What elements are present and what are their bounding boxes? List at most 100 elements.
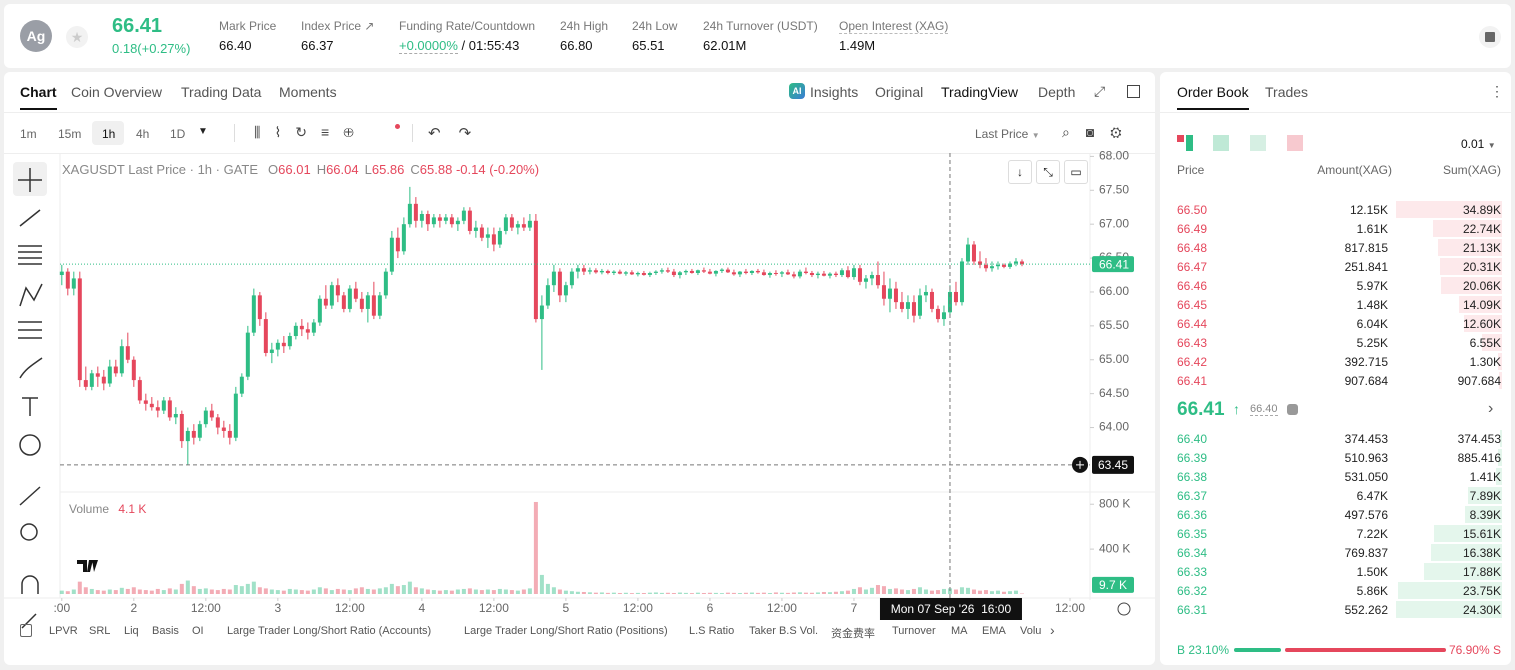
candle-body — [989, 266, 994, 269]
volume-bar — [617, 592, 622, 594]
price-type[interactable]: Last Price ▼ — [975, 127, 1040, 141]
depth-bar — [1424, 563, 1502, 580]
indicator[interactable]: Taker B.S Vol. — [749, 625, 819, 637]
x-tick-label: :00 — [53, 601, 70, 615]
interval[interactable]: 1m — [20, 127, 37, 141]
expand-arrow[interactable]: › — [1488, 400, 1494, 417]
interval[interactable]: 4h — [136, 127, 150, 141]
ob-amount: 1.61K — [1356, 222, 1388, 236]
scroll-button[interactable]: ↓ — [1008, 160, 1032, 184]
fullscreen-button[interactable]: ▭ — [1064, 160, 1088, 184]
interval[interactable]: 1D — [170, 127, 186, 141]
candle-body — [917, 295, 922, 316]
indicator[interactable]: SRL — [89, 625, 111, 637]
crosshair-tool[interactable] — [18, 168, 42, 192]
more-button[interactable]: ⋮ — [1490, 83, 1504, 99]
tab[interactable]: Moments — [279, 84, 337, 100]
indicator[interactable]: MA — [951, 625, 968, 637]
indicator[interactable]: LPVR — [49, 625, 78, 637]
indicator[interactable]: Volu — [1020, 625, 1042, 637]
toolbar-icons[interactable]: ⫼⌇↻≡⊕ — [254, 124, 368, 140]
favorite-button[interactable]: ★ — [66, 26, 88, 48]
view-tab[interactable]: TradingView — [941, 84, 1019, 100]
ob-price: 66.39 — [1177, 451, 1208, 465]
volume-bar — [971, 589, 976, 594]
ohlc-value: 66.01 — [278, 162, 311, 177]
drawing-toolbar[interactable] — [4, 160, 58, 630]
ob-tab[interactable]: Trades — [1265, 84, 1309, 100]
candle-body — [485, 234, 490, 238]
interval[interactable]: 15m — [58, 127, 82, 141]
ob-price: 66.47 — [1177, 260, 1208, 274]
ob-sum: 22.74K — [1462, 222, 1501, 236]
x-tick-label: 12:00 — [335, 601, 365, 615]
ob-amount: 531.050 — [1344, 470, 1388, 484]
indicator[interactable]: EMA — [982, 625, 1006, 637]
ob-tab[interactable]: Order Book — [1177, 84, 1249, 110]
view-tab[interactable]: Depth — [1038, 84, 1076, 100]
tab[interactable]: Coin Overview — [71, 84, 163, 100]
candle-body — [419, 214, 424, 221]
precision[interactable]: 0.01 ▼ — [1461, 137, 1496, 151]
tab[interactable]: Trading Data — [181, 84, 262, 100]
volume-bar — [569, 591, 574, 594]
fib-tool[interactable] — [18, 245, 42, 265]
indicator[interactable]: L.S Ratio — [689, 625, 735, 637]
view-tab[interactable]: Insights — [810, 84, 859, 100]
candle-body — [185, 430, 190, 442]
indicator[interactable]: Turnover — [892, 625, 936, 637]
magnet-tool[interactable] — [21, 575, 39, 594]
volume-title: Volume — [69, 502, 110, 516]
notes-button[interactable] — [1479, 26, 1501, 48]
settings-icon[interactable] — [1117, 602, 1131, 616]
indicator[interactable]: OI — [192, 625, 204, 637]
volume-bar — [125, 588, 130, 594]
tab[interactable]: Chart — [20, 84, 57, 110]
layout-bids[interactable] — [1213, 135, 1229, 151]
candle-body — [239, 376, 244, 394]
volume-bar — [419, 588, 424, 594]
volume-bar — [341, 589, 346, 594]
volume-bar — [95, 590, 100, 594]
indicator[interactable]: 资金费率 — [831, 628, 875, 640]
candle-body — [725, 269, 730, 273]
interval[interactable]: 1h — [102, 127, 116, 141]
ob-price: 66.41 — [1177, 374, 1208, 388]
emoji-tool[interactable] — [19, 434, 41, 456]
interval-dropdown[interactable]: ▼ — [198, 126, 208, 137]
pattern-tool[interactable] — [19, 283, 43, 307]
chart-tools[interactable]: ⌕◙⚙ — [1062, 124, 1138, 140]
indicator[interactable]: Large Trader Long/Short Ratio (Accounts) — [227, 625, 432, 637]
indicator[interactable]: Large Trader Long/Short Ratio (Positions… — [464, 625, 668, 637]
candle-body — [107, 366, 112, 384]
candle-body — [95, 373, 100, 377]
candle-body — [869, 275, 874, 279]
volume-bar — [551, 587, 556, 594]
layout-both[interactable] — [1177, 135, 1193, 151]
undo-redo[interactable]: ↶↷ — [428, 125, 490, 142]
expand-button[interactable]: ⤢ — [1094, 83, 1106, 99]
brush-tool[interactable] — [19, 357, 43, 379]
layout-bids-alt[interactable] — [1250, 135, 1266, 151]
layout-asks[interactable] — [1287, 135, 1303, 151]
view-tab[interactable]: Original — [875, 84, 924, 100]
volume-legend: Volume 4.1 K — [69, 502, 146, 516]
collapse-button[interactable]: ⤡ — [1036, 160, 1060, 184]
indicator-toggle — [20, 624, 32, 637]
depth-bar — [1463, 315, 1502, 332]
line-tool[interactable] — [19, 209, 41, 227]
projection-tool[interactable] — [18, 321, 42, 339]
ob-price: 66.46 — [1177, 279, 1208, 293]
candle-body — [281, 342, 286, 347]
window-button[interactable] — [1127, 85, 1140, 98]
volume-bar — [521, 589, 526, 594]
indicator[interactable]: Basis — [152, 625, 179, 637]
edit-tool[interactable] — [21, 613, 37, 629]
indicator[interactable]: Liq — [124, 625, 139, 637]
candle-body — [203, 410, 208, 425]
ruler-tool[interactable] — [19, 486, 41, 506]
text-tool[interactable] — [22, 397, 38, 416]
zoom-tool[interactable] — [20, 523, 38, 541]
ob-amount: 907.684 — [1344, 374, 1388, 388]
candle-body — [857, 268, 862, 282]
